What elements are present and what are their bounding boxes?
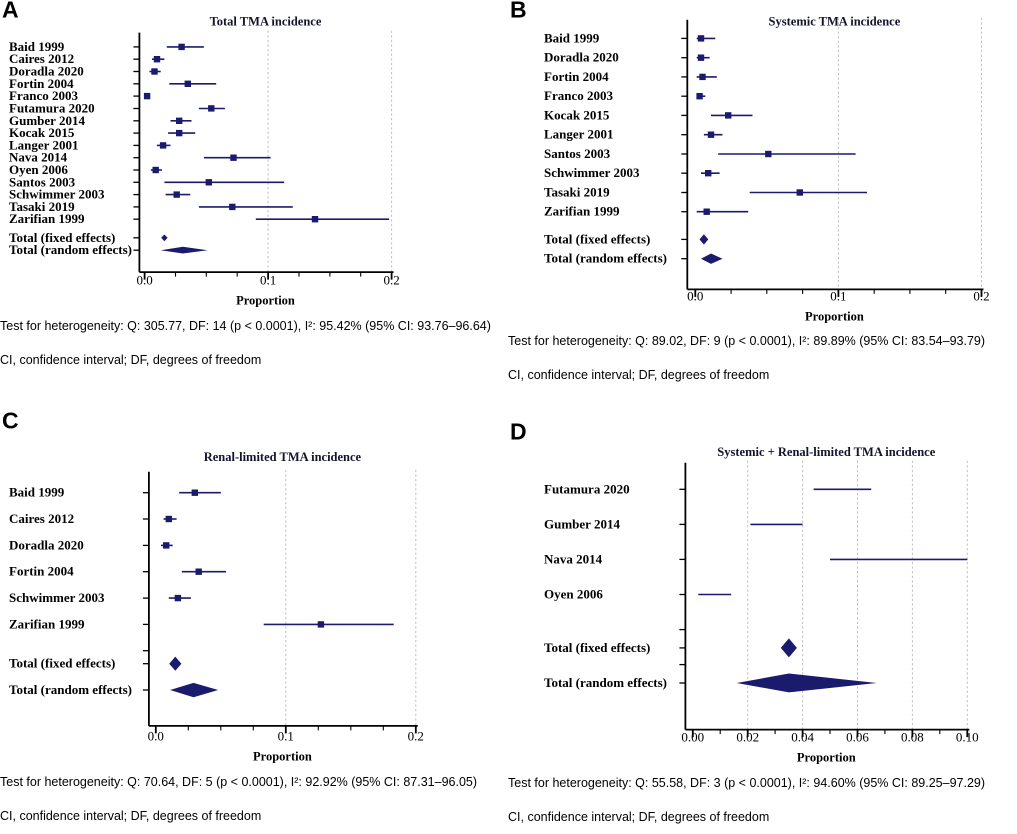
svg-text:Caires 2012: Caires 2012 xyxy=(9,511,74,526)
svg-text:Zarifian 1999: Zarifian 1999 xyxy=(544,204,620,219)
svg-text:Franco 2003: Franco 2003 xyxy=(544,88,613,103)
svg-text:0.06: 0.06 xyxy=(846,730,869,745)
svg-text:Schwimmer 2003: Schwimmer 2003 xyxy=(9,590,105,605)
svg-text:0.2: 0.2 xyxy=(973,288,989,303)
svg-text:Test for heterogeneity: Q: 305: Test for heterogeneity: Q: 305.77, DF: 1… xyxy=(0,319,491,333)
svg-text:0.02: 0.02 xyxy=(736,730,759,745)
svg-text:0.1: 0.1 xyxy=(830,288,846,303)
svg-text:Fortin 2004: Fortin 2004 xyxy=(9,564,74,579)
svg-text:C: C xyxy=(2,408,19,434)
svg-text:Proportion: Proportion xyxy=(236,294,295,308)
svg-text:0.04: 0.04 xyxy=(791,730,814,745)
svg-text:Total (random effects): Total (random effects) xyxy=(544,251,667,266)
svg-text:0.0: 0.0 xyxy=(136,273,152,288)
svg-text:0.2: 0.2 xyxy=(408,729,424,744)
svg-text:0.2: 0.2 xyxy=(383,273,399,288)
svg-text:CI, confidence interval; DF, d: CI, confidence interval; DF, degrees of … xyxy=(0,809,261,823)
svg-text:Nava 2014: Nava 2014 xyxy=(544,551,603,566)
svg-text:0.10: 0.10 xyxy=(956,730,979,745)
svg-text:0.1: 0.1 xyxy=(278,729,294,744)
svg-text:Total (random effects): Total (random effects) xyxy=(9,242,132,257)
svg-text:CI, confidence interval; DF, d: CI, confidence interval; DF, degrees of … xyxy=(0,353,261,367)
svg-text:Futamura 2020: Futamura 2020 xyxy=(544,481,630,496)
svg-text:Renal-limited TMA incidence: Renal-limited TMA incidence xyxy=(204,450,362,464)
svg-text:A: A xyxy=(2,0,19,23)
svg-text:Total (random effects): Total (random effects) xyxy=(544,675,667,690)
svg-text:Schwimmer 2003: Schwimmer 2003 xyxy=(544,165,640,180)
svg-text:Zarifian 1999: Zarifian 1999 xyxy=(9,616,85,631)
svg-text:Total (fixed effects): Total (fixed effects) xyxy=(9,656,115,671)
svg-text:B: B xyxy=(510,0,527,23)
svg-text:Doradla 2020: Doradla 2020 xyxy=(544,50,619,65)
svg-text:Oyen 2006: Oyen 2006 xyxy=(544,587,603,602)
svg-text:Baid 1999: Baid 1999 xyxy=(544,30,600,45)
svg-text:0.1: 0.1 xyxy=(260,273,276,288)
svg-text:0.0: 0.0 xyxy=(687,288,703,303)
svg-text:Langer 2001: Langer 2001 xyxy=(544,127,613,142)
svg-text:Baid 1999: Baid 1999 xyxy=(9,485,65,500)
svg-text:Doradla 2020: Doradla 2020 xyxy=(9,537,84,552)
svg-text:Total (random effects): Total (random effects) xyxy=(9,682,132,697)
svg-text:Total (fixed effects): Total (fixed effects) xyxy=(544,231,650,246)
svg-text:0.00: 0.00 xyxy=(681,730,704,745)
svg-text:CI, confidence interval; DF, d: CI, confidence interval; DF, degrees of … xyxy=(508,368,769,382)
svg-text:Proportion: Proportion xyxy=(805,309,864,323)
svg-text:0.0: 0.0 xyxy=(148,729,164,744)
svg-text:Test for heterogeneity: Q: 89.: Test for heterogeneity: Q: 89.02, DF: 9 … xyxy=(508,334,985,348)
svg-text:Test for heterogeneity: Q: 70.: Test for heterogeneity: Q: 70.64, DF: 5 … xyxy=(0,775,477,789)
svg-text:Zarifian 1999: Zarifian 1999 xyxy=(9,211,85,226)
svg-text:Total (fixed effects): Total (fixed effects) xyxy=(544,640,650,655)
svg-text:Proportion: Proportion xyxy=(797,751,856,765)
svg-text:Fortin 2004: Fortin 2004 xyxy=(544,69,609,84)
svg-text:Kocak 2015: Kocak 2015 xyxy=(544,107,610,122)
svg-text:Test for heterogeneity: Q: 55.: Test for heterogeneity: Q: 55.58, DF: 3 … xyxy=(508,776,985,790)
svg-text:CI, confidence interval; DF, d: CI, confidence interval; DF, degrees of … xyxy=(508,810,769,824)
svg-text:Systemic + Renal-limited TMA i: Systemic + Renal-limited TMA incidence xyxy=(717,445,935,459)
svg-text:Proportion: Proportion xyxy=(253,750,312,764)
svg-text:Gumber 2014: Gumber 2014 xyxy=(544,516,620,531)
svg-text:Systemic TMA incidence: Systemic TMA incidence xyxy=(769,15,901,29)
svg-text:Tasaki 2019: Tasaki 2019 xyxy=(544,185,610,200)
svg-text:0.08: 0.08 xyxy=(901,730,924,745)
svg-text:Santos 2003: Santos 2003 xyxy=(544,146,611,161)
svg-text:D: D xyxy=(510,419,527,445)
svg-text:Total TMA incidence: Total TMA incidence xyxy=(210,15,322,29)
